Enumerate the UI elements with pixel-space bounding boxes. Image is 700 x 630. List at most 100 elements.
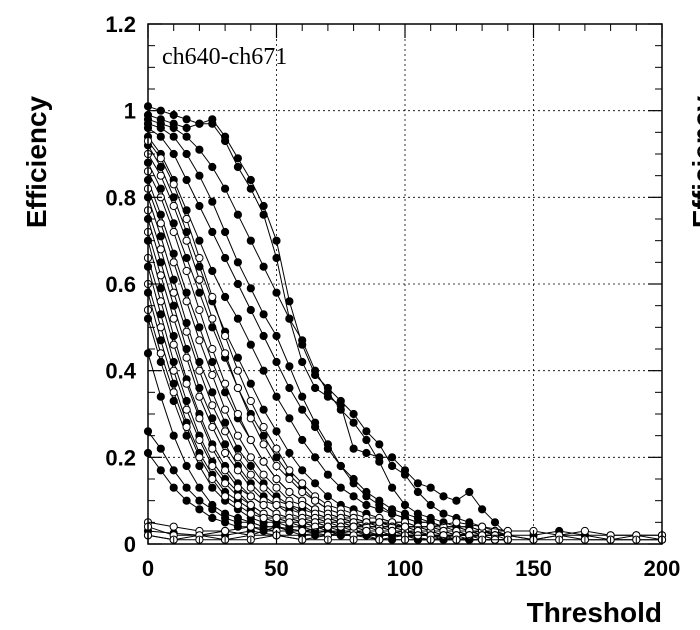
filled-data-point [285,297,294,306]
open-data-point [156,154,165,163]
filled-data-point [233,314,242,323]
filled-data-point [246,175,255,185]
filled-data-point [426,483,435,492]
open-data-point [208,444,217,453]
open-data-point [362,526,371,536]
filled-data-point [221,418,230,427]
open-data-point [233,453,242,462]
filled-data-point [208,227,217,237]
open-data-point [233,366,242,375]
filled-data-point [272,392,281,401]
open-data-point [426,522,435,531]
open-data-point [182,214,191,224]
open-data-point [169,227,178,237]
open-data-point [221,331,230,341]
filled-data-point [156,444,165,453]
open-data-point [182,297,191,306]
open-data-point [272,500,281,510]
open-data-point [272,513,281,523]
filled-data-point [208,197,217,206]
filled-data-point [388,509,397,518]
open-data-point [272,483,281,492]
filled-data-point [285,314,294,323]
filled-data-point [156,162,165,172]
filled-data-point [182,132,191,141]
filled-data-point [233,162,242,172]
open-data-point [478,522,487,531]
filled-data-point [182,115,191,124]
open-data-point [208,422,217,432]
open-data-point [246,453,255,462]
y-tick-label: 0 [124,532,136,557]
open-data-point [169,288,178,297]
open-data-point [208,474,217,484]
open-data-point [156,171,165,180]
open-data-point [221,427,230,436]
filled-data-point [156,466,165,475]
open-data-point [221,349,230,358]
filled-data-point [169,123,178,133]
filled-data-point [156,232,165,241]
filled-data-point [413,479,422,488]
filled-data-point [233,279,242,289]
filled-data-point [272,357,281,367]
filled-data-point [439,509,448,518]
filled-data-point [362,448,371,458]
filled-data-point [233,444,242,453]
x-tick-label: 150 [515,556,552,581]
open-data-point [349,522,358,531]
filled-data-point [221,184,230,193]
filled-data-point [221,132,230,141]
open-data-point [195,275,204,284]
filled-data-point [221,253,230,263]
open-data-point [246,509,255,518]
filled-data-point [439,492,448,501]
filled-data-point [169,275,178,284]
filled-data-point [375,496,384,505]
filled-data-point [195,145,204,154]
label-layer: 0 50 100 150 200 0 0.2 0.4 0.6 0.8 1 1.2 [105,12,680,581]
filled-data-point [182,123,191,133]
filled-data-point [156,284,165,293]
filled-data-point [259,310,268,319]
open-data-point [195,366,204,375]
open-data-point [156,297,165,306]
filled-data-point [349,474,358,484]
filled-data-point [272,253,281,263]
open-data-point [311,496,320,505]
filled-data-point [156,184,165,193]
filled-data-point [311,383,320,393]
filled-data-point [285,448,294,458]
filled-data-point [490,518,500,527]
filled-data-point [298,392,307,401]
open-data-point [182,327,191,336]
filled-data-point [388,453,397,462]
filled-data-point [298,466,307,475]
filled-data-point [272,236,281,245]
filled-data-point [259,201,268,211]
channel-annotation: ch640-ch671 [162,44,287,70]
filled-data-point [182,253,191,263]
open-data-point [221,526,230,536]
filled-data-point [233,353,242,362]
open-data-point [259,470,268,479]
filled-data-point [182,496,191,505]
filled-data-point [169,466,178,475]
open-data-point [246,414,255,423]
filled-data-point [195,483,204,492]
open-data-point [285,518,294,527]
filled-data-point [221,227,230,237]
filled-data-point [349,444,358,453]
filled-data-point [182,483,191,492]
filled-data-point [208,162,217,172]
x-tick-label: 200 [644,556,681,581]
open-data-point [259,440,268,449]
series-21 [143,149,512,540]
filled-data-point [336,405,345,414]
filled-data-point [195,496,204,505]
filled-data-point [182,175,191,185]
open-data-point [208,401,217,410]
filled-data-point [362,500,371,510]
series-layer [143,102,667,544]
open-data-point [233,500,242,510]
